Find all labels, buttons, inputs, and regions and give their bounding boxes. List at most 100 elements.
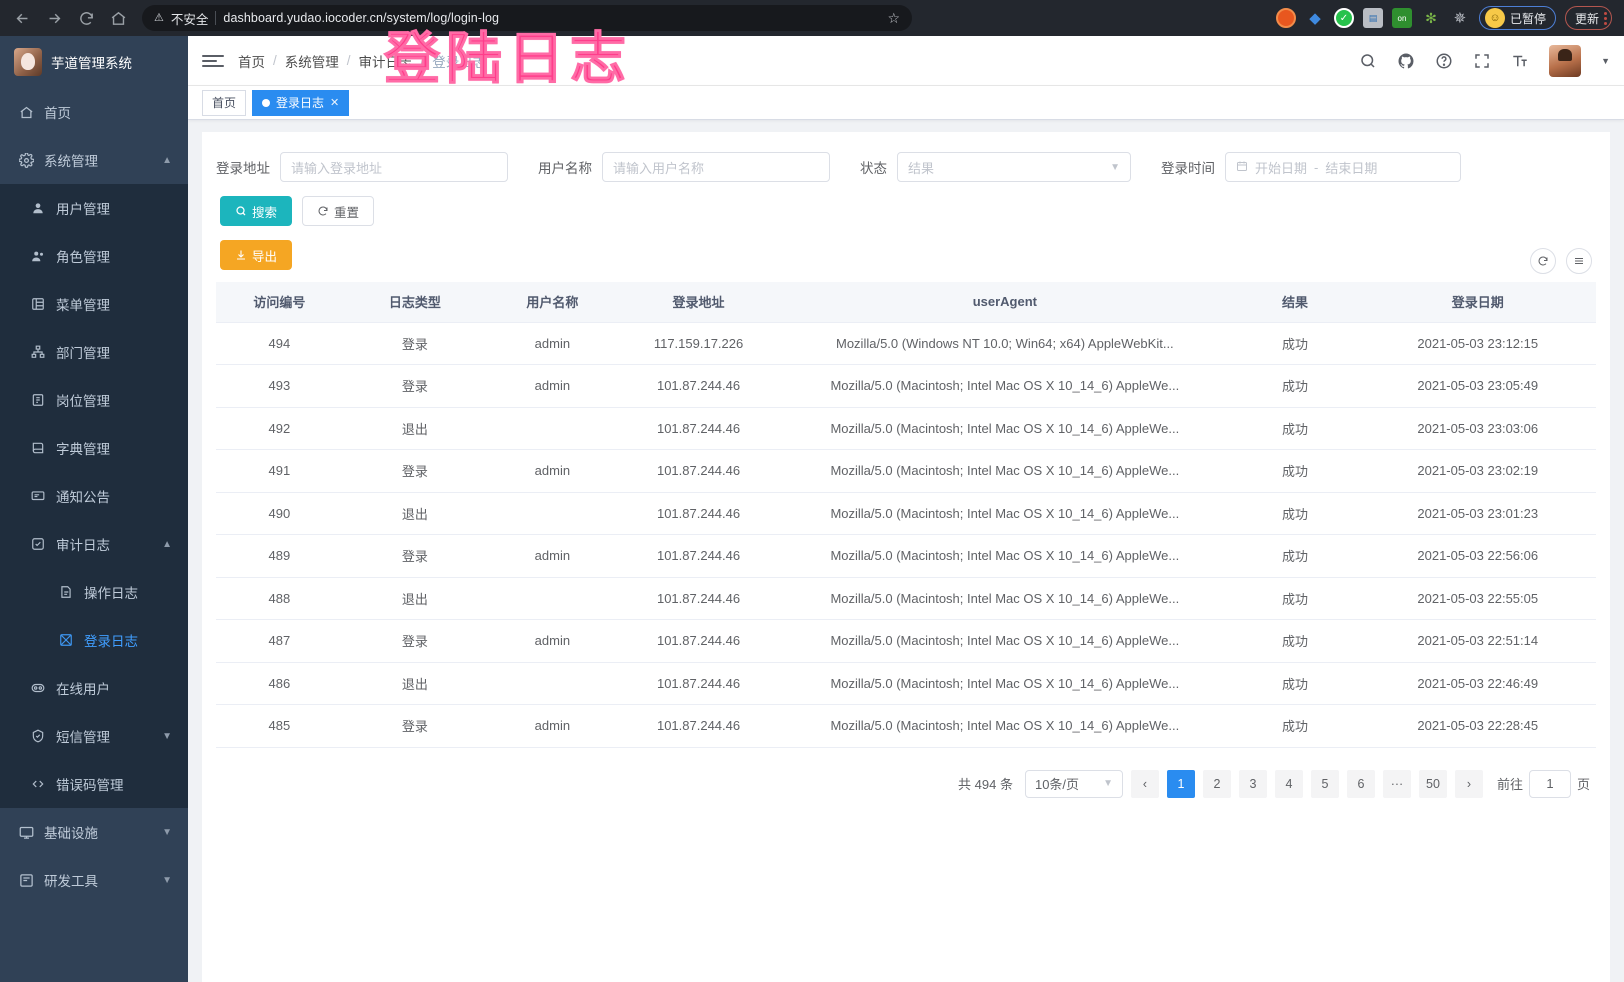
cell-result: 成功 xyxy=(1230,407,1360,450)
pagination-prev[interactable]: ‹ xyxy=(1130,769,1159,798)
table-row[interactable]: 489 登录 admin 101.87.244.46 Mozilla/5.0 (Maci… xyxy=(216,534,1596,578)
date-range-separator: - xyxy=(1314,159,1319,175)
sidebar-item-error-code[interactable]: 错误码管理 xyxy=(0,760,188,808)
pagination-total: 共 494 条 xyxy=(958,777,1013,792)
sidebar-item-operation-log[interactable]: 操作日志 xyxy=(0,568,188,616)
home-icon[interactable] xyxy=(104,4,132,32)
forward-arrow-icon[interactable] xyxy=(40,4,68,32)
cell-date: 2021-05-03 23:05:49 xyxy=(1359,364,1596,408)
sidebar-item-dev-tools[interactable]: 研发工具 ▼ xyxy=(0,856,188,904)
sidebar-item-system[interactable]: 系统管理 ▲ xyxy=(0,136,188,184)
column-header-user: 用户名称 xyxy=(486,282,618,323)
tag-home[interactable]: 首页 xyxy=(202,89,247,116)
sidebar-item-audit-log[interactable]: 审计日志 ▲ xyxy=(0,520,188,568)
table-row[interactable]: 491 登录 admin 101.87.244.46 Mozilla/5.0 (Maci… xyxy=(216,449,1596,493)
table-row[interactable]: 493 登录 admin 101.87.244.46 Mozilla/5.0 (Maci… xyxy=(216,364,1596,408)
reset-button[interactable]: 重置 xyxy=(302,196,375,226)
cell-type: 退出 xyxy=(342,407,487,450)
status-select[interactable]: 结果 ▼ xyxy=(897,152,1131,182)
browser-menu-icon[interactable] xyxy=(1604,11,1607,25)
login-time-daterange[interactable]: 开始日期 - 结束日期 xyxy=(1225,152,1461,182)
brand[interactable]: 芋道管理系统 xyxy=(0,36,188,88)
cell-user: admin xyxy=(486,619,618,663)
sidebar-item-infra[interactable]: 基础设施 ▼ xyxy=(0,808,188,856)
refresh-icon[interactable] xyxy=(1530,248,1556,274)
sidebar-item-login-log[interactable]: 登录日志 xyxy=(0,616,188,664)
sidebar-item-sms-mgmt[interactable]: 短信管理 ▼ xyxy=(0,712,188,760)
avatar[interactable] xyxy=(1549,44,1582,77)
search-button[interactable]: 搜索 xyxy=(220,196,293,226)
star-icon[interactable]: ☆ xyxy=(887,9,900,26)
chevron-down-icon[interactable]: ▼ xyxy=(1601,55,1610,66)
table-row[interactable]: 492 退出 101.87.244.46 Mozilla/5.0 (Macintosh… xyxy=(216,407,1596,450)
back-arrow-icon[interactable] xyxy=(8,4,36,32)
login-ip-input[interactable]: 请输入登录地址 xyxy=(280,152,508,182)
pagination-next[interactable]: › xyxy=(1454,769,1483,798)
breadcrumb-item-audit-log[interactable]: 审计日志 xyxy=(358,54,413,70)
cell-id: 493 xyxy=(216,364,343,408)
page-size-label: 10条/页 xyxy=(1034,777,1080,792)
table-row[interactable]: 494 登录 admin 117.159.17.226 Mozilla/5.0 (Win… xyxy=(216,322,1596,365)
update-button[interactable]: 更新 xyxy=(1564,6,1612,30)
close-icon[interactable]: ✕ xyxy=(330,97,340,109)
pagination-page-2[interactable]: 2 xyxy=(1202,769,1231,798)
extension-grammar-icon[interactable]: on xyxy=(1391,8,1412,28)
extension-orange-icon[interactable] xyxy=(1275,8,1296,28)
pagination-page-50[interactable]: 50 xyxy=(1418,769,1447,798)
search-icon[interactable] xyxy=(1359,52,1377,70)
cell-user: admin xyxy=(486,364,618,408)
username-input[interactable]: 请输入用户名称 xyxy=(602,152,830,182)
help-icon[interactable] xyxy=(1435,52,1453,70)
sidebar-item-notice[interactable]: 通知公告 xyxy=(0,472,188,520)
extension-leaf-icon[interactable]: ✻ xyxy=(1425,9,1437,26)
page-size-select[interactable]: 10条/页 ▼ xyxy=(1024,769,1123,798)
sidebar-item-label: 研发工具 xyxy=(44,874,98,889)
export-button[interactable]: 导出 xyxy=(220,240,293,270)
hamburger-icon[interactable] xyxy=(202,54,224,67)
sidebar-item-menu-mgmt[interactable]: 菜单管理 xyxy=(0,280,188,328)
tool-icon xyxy=(18,872,34,888)
sidebar-item-label: 字典管理 xyxy=(56,442,110,457)
cell-user xyxy=(486,407,618,450)
table-row[interactable]: 485 登录 admin 101.87.244.46 Mozilla/5.0 (Maci… xyxy=(216,704,1596,748)
extension-diamond-icon[interactable]: ◆ xyxy=(1309,10,1321,27)
pagination-page-1[interactable]: 1 xyxy=(1166,769,1195,798)
sidebar-item-user-mgmt[interactable]: 用户管理 xyxy=(0,184,188,232)
font-size-icon[interactable] xyxy=(1511,52,1529,70)
jump-page-input[interactable]: 1 xyxy=(1528,769,1571,798)
breadcrumb-item-home[interactable]: 首页 xyxy=(238,54,265,70)
sidebar-item-home[interactable]: 首页 xyxy=(0,88,188,136)
pagination-page-3[interactable]: 3 xyxy=(1238,769,1267,798)
pagination-page-6[interactable]: 6 xyxy=(1346,769,1375,798)
cell-ip: 117.159.17.226 xyxy=(617,322,780,365)
cell-user: admin xyxy=(486,449,618,493)
export-button-label: 导出 xyxy=(252,249,278,264)
pagination-ellipsis[interactable]: ··· xyxy=(1382,769,1411,798)
fullscreen-icon[interactable] xyxy=(1473,52,1491,70)
extension-translate-icon[interactable]: ▤ xyxy=(1362,8,1383,28)
github-icon[interactable] xyxy=(1397,52,1415,70)
sidebar-item-dept-mgmt[interactable]: 部门管理 xyxy=(0,328,188,376)
pagination-page-5[interactable]: 5 xyxy=(1310,769,1339,798)
breadcrumb-item-system[interactable]: 系统管理 xyxy=(284,54,339,70)
sidebar-item-dict-mgmt[interactable]: 字典管理 xyxy=(0,424,188,472)
sidebar-item-online-user[interactable]: 在线用户 xyxy=(0,664,188,712)
address-bar[interactable]: ⚠ 不安全 dashboard.yudao.iocoder.cn/system/… xyxy=(142,5,912,31)
table-row[interactable]: 490 退出 101.87.244.46 Mozilla/5.0 (Macintosh… xyxy=(216,492,1596,535)
table-row[interactable]: 487 登录 admin 101.87.244.46 Mozilla/5.0 (Maci… xyxy=(216,619,1596,663)
paused-status-button[interactable]: ☺ 已暂停 xyxy=(1478,6,1556,30)
tag-login-log[interactable]: 登录日志 ✕ xyxy=(252,89,350,116)
columns-icon[interactable] xyxy=(1566,248,1592,274)
url-text[interactable]: dashboard.yudao.iocoder.cn/system/log/lo… xyxy=(223,11,500,25)
reload-icon[interactable] xyxy=(72,4,100,32)
pagination-page-4[interactable]: 4 xyxy=(1274,769,1303,798)
table-row[interactable]: 488 退出 101.87.244.46 Mozilla/5.0 (Macintosh… xyxy=(216,577,1596,620)
table-row[interactable]: 486 退出 101.87.244.46 Mozilla/5.0 (Macintosh… xyxy=(216,662,1596,705)
cell-result: 成功 xyxy=(1230,364,1360,408)
cell-id: 486 xyxy=(216,662,343,705)
sidebar-item-post-mgmt[interactable]: 岗位管理 xyxy=(0,376,188,424)
extension-puzzle-icon[interactable]: ✵ xyxy=(1453,10,1467,27)
cell-type: 退出 xyxy=(342,492,487,535)
extension-green-check-icon[interactable]: ✓ xyxy=(1333,8,1354,28)
sidebar-item-role-mgmt[interactable]: 角色管理 xyxy=(0,232,188,280)
